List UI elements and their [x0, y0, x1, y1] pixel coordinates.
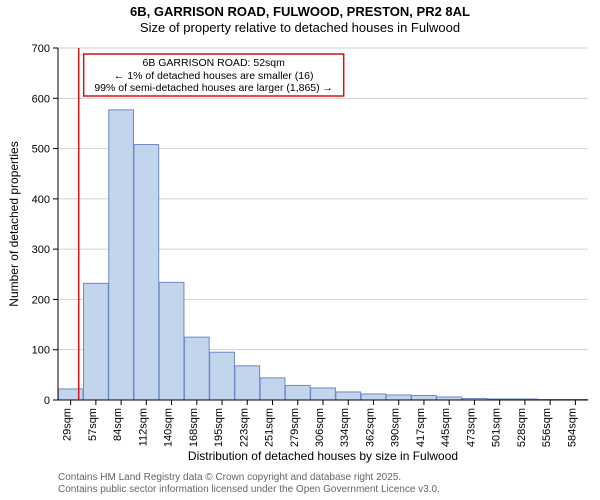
bar — [336, 392, 361, 400]
x-tick-label: 251sqm — [264, 408, 276, 447]
y-tick-label: 300 — [32, 244, 50, 256]
x-tick-label: 556sqm — [541, 408, 553, 447]
x-tick-label: 362sqm — [364, 408, 376, 447]
x-tick-label: 112sqm — [137, 408, 149, 446]
bar — [311, 388, 336, 400]
y-tick-label: 500 — [32, 144, 50, 156]
annotation-title: 6B GARRISON ROAD: 52sqm — [143, 57, 286, 69]
bar — [184, 337, 209, 400]
bar — [386, 395, 411, 400]
bar — [83, 283, 108, 400]
bar — [235, 366, 260, 400]
y-tick-label: 0 — [44, 395, 50, 407]
bar — [134, 145, 159, 400]
x-tick-label: 417sqm — [415, 408, 427, 447]
x-tick-label: 84sqm — [112, 408, 124, 441]
bar — [361, 394, 386, 400]
y-tick-label: 100 — [32, 345, 50, 357]
x-tick-label: 390sqm — [390, 408, 402, 447]
x-tick-label: 223sqm — [238, 408, 250, 447]
x-tick-label: 501sqm — [491, 408, 503, 447]
y-tick-label: 600 — [32, 93, 50, 105]
bar — [260, 378, 285, 400]
x-tick-label: 584sqm — [566, 408, 578, 447]
footer-line2: Contains public sector information licen… — [58, 484, 440, 495]
bar — [210, 352, 235, 400]
x-tick-label: 445sqm — [440, 408, 452, 447]
x-tick-label: 57sqm — [87, 408, 99, 441]
x-tick-label: 140sqm — [163, 408, 175, 447]
y-axis-label: Number of detached properties — [7, 141, 21, 306]
bar — [159, 282, 184, 400]
x-axis-label: Distribution of detached houses by size … — [188, 449, 458, 463]
y-tick-label: 400 — [32, 194, 50, 206]
x-tick-label: 168sqm — [188, 408, 200, 447]
chart-title-line2: Size of property relative to detached ho… — [140, 20, 460, 35]
y-tick-label: 200 — [32, 294, 50, 306]
bar — [285, 385, 310, 400]
x-tick-label: 306sqm — [314, 408, 326, 447]
footer-line1: Contains HM Land Registry data © Crown c… — [58, 472, 401, 483]
annotation-line3: 99% of semi-detached houses are larger (… — [94, 82, 333, 94]
x-tick-label: 279sqm — [289, 408, 301, 447]
bar — [109, 110, 134, 400]
x-tick-label: 29sqm — [62, 408, 74, 441]
x-tick-label: 473sqm — [465, 408, 477, 447]
x-tick-label: 334sqm — [339, 408, 351, 447]
y-tick-label: 700 — [32, 43, 50, 55]
annotation-line2: ← 1% of detached houses are smaller (16) — [114, 70, 314, 82]
chart-svg: 6B, GARRISON ROAD, FULWOOD, PRESTON, PR2… — [0, 0, 600, 500]
x-tick-label: 528sqm — [516, 408, 528, 447]
histogram-chart: 6B, GARRISON ROAD, FULWOOD, PRESTON, PR2… — [0, 0, 600, 500]
bar — [412, 395, 437, 400]
x-tick-label: 195sqm — [213, 408, 225, 447]
chart-title-line1: 6B, GARRISON ROAD, FULWOOD, PRESTON, PR2… — [130, 4, 470, 19]
